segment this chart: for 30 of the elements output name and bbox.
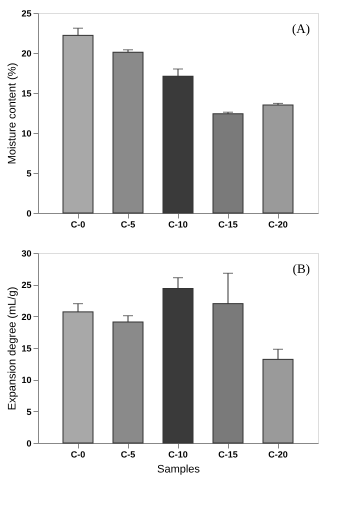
y-axis-title: Moisture content (%) [6, 62, 18, 164]
y-tick-label: 10 [21, 375, 32, 386]
y-tick-label: 5 [26, 168, 32, 178]
y-tick-label: 25 [21, 8, 32, 18]
bar [262, 104, 294, 214]
x-tick-label: C-15 [218, 220, 238, 230]
x-tick-label: C-0 [70, 450, 86, 460]
y-tick-label: 15 [21, 88, 32, 98]
x-tick-label: C-5 [120, 450, 136, 460]
y-tick-label: 20 [21, 48, 32, 58]
x-tick-label: C-5 [120, 220, 136, 230]
y-axis-title: Expansion degree (mL/g) [6, 286, 18, 410]
x-tick-label: C-20 [268, 450, 288, 460]
annotation: (A) [292, 21, 310, 36]
x-tick-label: C-0 [70, 220, 86, 230]
y-tick-label: 0 [26, 208, 32, 218]
y-tick-label: 25 [21, 280, 32, 290]
y-tick-label: 10 [21, 128, 32, 138]
annotation: (B) [292, 261, 310, 276]
y-tick-label: 0 [26, 438, 32, 448]
y-tick-label: 20 [21, 312, 32, 322]
y-tick-label: 5 [26, 406, 32, 417]
x-tick-label: C-15 [218, 450, 238, 460]
y-tick-label: 30 [21, 248, 32, 258]
x-tick-label: C-10 [168, 450, 188, 460]
y-tick-label: 15 [21, 344, 32, 354]
x-tick-label: C-10 [168, 220, 188, 230]
x-tick-label: C-20 [268, 220, 288, 230]
x-axis-title: Samples [157, 464, 200, 476]
bar [212, 113, 244, 214]
